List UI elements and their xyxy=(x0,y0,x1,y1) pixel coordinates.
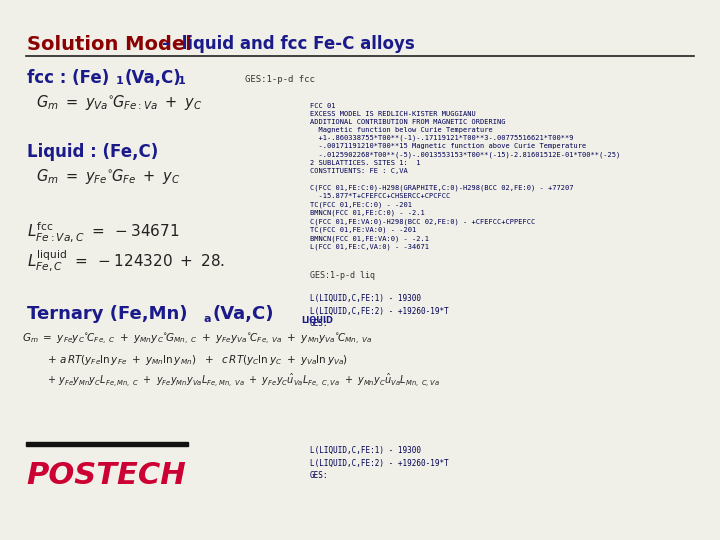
Text: Liquid : (Fe,C): Liquid : (Fe,C) xyxy=(27,143,158,161)
Text: Solution Model: Solution Model xyxy=(27,35,192,54)
Text: $G_m\ =\ y_{Va}{}^{\circ}\!G_{Fe:Va}\ +\ y_C$: $G_m\ =\ y_{Va}{}^{\circ}\!G_{Fe:Va}\ +\… xyxy=(36,93,202,112)
Text: LIQUID: LIQUID xyxy=(301,316,333,325)
Text: C(FCC 01,FE:C:0)-H298(GRAPHITE,C:0)-H298(BCC 02,FE:0) - +77207
  -15.877*T+CFEFC: C(FCC 01,FE:C:0)-H298(GRAPHITE,C:0)-H298… xyxy=(310,185,573,250)
Text: FCC 01
EXCESS MODEL IS REDLICH-KISTER MUGGIANU
ADDITIONAL CONTRIBUTION FROM MAGN: FCC 01 EXCESS MODEL IS REDLICH-KISTER MU… xyxy=(310,103,620,173)
Text: GES:1-p-d liq: GES:1-p-d liq xyxy=(310,271,374,280)
Text: $G_m\ =\ y_{Fe}{}^{\circ}\!G_{Fe}\ +\ y_C$: $G_m\ =\ y_{Fe}{}^{\circ}\!G_{Fe}\ +\ y_… xyxy=(36,167,180,186)
Text: (Va,C): (Va,C) xyxy=(212,305,274,323)
Text: GES:1-p-d fcc: GES:1-p-d fcc xyxy=(245,76,315,84)
Bar xyxy=(26,442,188,446)
Text: 1: 1 xyxy=(178,76,186,86)
Text: Ternary (Fe,Mn): Ternary (Fe,Mn) xyxy=(27,305,188,323)
Text: $L^{\rm fcc}_{Fe:Va,C}\ =\ -34671$: $L^{\rm fcc}_{Fe:Va,C}\ =\ -34671$ xyxy=(27,220,180,244)
Text: $L^{\rm liquid}_{Fe,C}\ =\ -124320\ +\ 28.$: $L^{\rm liquid}_{Fe,C}\ =\ -124320\ +\ 2… xyxy=(27,248,225,274)
Text: L(LIQUID,C,FE:1) - 19300
L(LIQUID,C,FE:2) - +19260-19*T
GES:: L(LIQUID,C,FE:1) - 19300 L(LIQUID,C,FE:2… xyxy=(310,446,449,480)
Text: a: a xyxy=(204,314,211,323)
Text: L(LIQUID,C,FE:1) - 19300
L(LIQUID,C,FE:2) - +19260-19*T
GES:: L(LIQUID,C,FE:1) - 19300 L(LIQUID,C,FE:2… xyxy=(310,294,449,328)
Text: (Va,C): (Va,C) xyxy=(125,69,181,87)
Text: $G_m\ =\ y_{Fe}y_C{}^{\circ}\!C_{Fe,\ C}\ +\ y_{Mn}y_C{}^{\circ}\!G_{Mn,\ C}\ +\: $G_m\ =\ y_{Fe}y_C{}^{\circ}\!C_{Fe,\ C}… xyxy=(22,332,372,347)
Text: $+\ a\,RT(y_{Fe}\ln y_{Fe}\ +\ y_{Mn}\ln y_{Mn})\ \ +\ \ c\,RT(y_C\ln y_C\ +\ y_: $+\ a\,RT(y_{Fe}\ln y_{Fe}\ +\ y_{Mn}\ln… xyxy=(47,353,348,367)
Text: fcc : (Fe): fcc : (Fe) xyxy=(27,69,109,87)
Text: –  liquid and fcc Fe-C alloys: – liquid and fcc Fe-C alloys xyxy=(162,35,415,53)
Text: POSTECH: POSTECH xyxy=(26,461,186,490)
Text: $+\ y_{Fe}y_{Mn}y_C L_{Fe,Mn,\ C}\ +\ y_{Fe}y_{Mn}y_{Va}L_{Fe,Mn,\ Va}\ +\ y_{Fe: $+\ y_{Fe}y_{Mn}y_C L_{Fe,Mn,\ C}\ +\ y_… xyxy=(47,372,440,389)
Text: 1: 1 xyxy=(116,76,124,86)
